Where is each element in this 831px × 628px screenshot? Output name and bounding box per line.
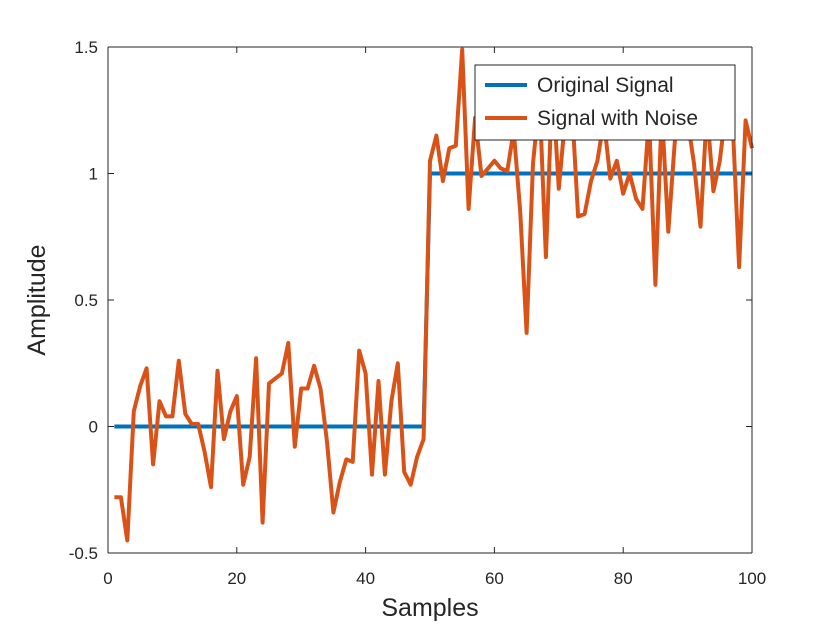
series-line-signal-with-noise bbox=[114, 47, 754, 543]
x-tick-label: 0 bbox=[103, 569, 112, 588]
y-tick-label: 1 bbox=[89, 165, 98, 184]
x-tick-label: 80 bbox=[614, 569, 633, 588]
y-axis-label: Amplitude bbox=[23, 244, 51, 355]
legend-label-original-signal: Original Signal bbox=[537, 74, 674, 97]
series-layer bbox=[114, 47, 754, 543]
ticks-layer: 0 20 40 60 80 100 -0.5 0 0.5 1 1.5 bbox=[69, 38, 766, 588]
x-tick-label: 60 bbox=[485, 569, 504, 588]
legend-box bbox=[474, 64, 736, 141]
y-tick-label: -0.5 bbox=[69, 544, 98, 563]
y-tick-label: 0.5 bbox=[74, 291, 98, 310]
x-axis-label: Samples bbox=[381, 594, 478, 622]
y-tick-label: 0 bbox=[89, 418, 98, 437]
x-tick-label: 20 bbox=[227, 569, 246, 588]
y-tick-label: 1.5 bbox=[74, 38, 98, 57]
legend: Original Signal Signal with Noise bbox=[474, 64, 736, 141]
legend-label-signal-with-noise: Signal with Noise bbox=[537, 107, 698, 130]
x-tick-label: 40 bbox=[356, 569, 375, 588]
x-tick-label: 100 bbox=[738, 569, 766, 588]
